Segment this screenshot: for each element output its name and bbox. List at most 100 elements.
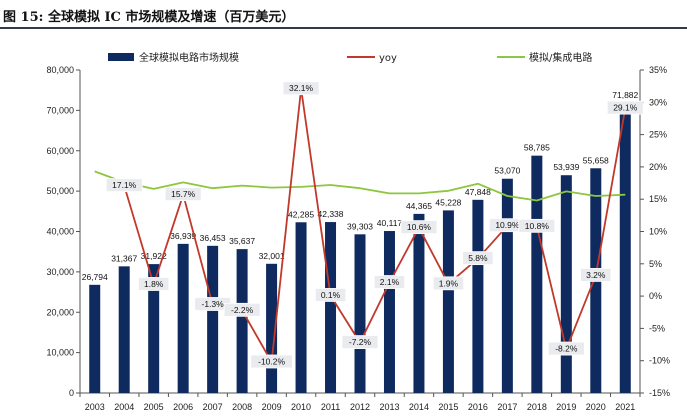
y-right-tick-label: -15% (649, 388, 670, 398)
bar-value-label: 31,922 (141, 251, 167, 261)
x-tick-label: 2010 (291, 402, 311, 412)
yoy-label-box (223, 302, 261, 317)
y-right-tick-label: 15% (649, 194, 667, 204)
yoy-label-box (138, 277, 170, 291)
bar-value-label: 55,658 (583, 155, 609, 165)
bar (560, 175, 572, 393)
bar-value-label: 42,285 (288, 209, 314, 219)
bar-value-label: 45,228 (435, 197, 461, 207)
yoy-value-label: -2.2% (231, 305, 254, 315)
y-right-tick-label: 20% (649, 162, 667, 172)
yoy-value-label: 17.1% (112, 180, 137, 190)
yoy-value-label: -1.3% (202, 299, 225, 309)
legend-yoy-label: yoy (379, 53, 397, 64)
y-left-tick-label: 80,000 (46, 65, 74, 75)
x-tick-label: 2008 (232, 402, 252, 412)
yoy-label-box (580, 268, 612, 282)
line-series (94, 87, 627, 363)
bar (266, 263, 278, 393)
bar (295, 222, 307, 393)
bar-value-label: 40,117 (377, 218, 403, 228)
yoy-value-label: -10.2% (258, 356, 285, 366)
y-left-tick-label: 60,000 (46, 146, 74, 156)
bar (118, 266, 130, 393)
x-tick-label: 2004 (114, 402, 134, 412)
bar (236, 249, 248, 393)
yoy-value-label: 2.1% (380, 277, 400, 287)
yoy-value-label: 1.8% (144, 279, 164, 289)
bar (442, 210, 454, 393)
bar-value-label: 36,939 (170, 231, 196, 241)
bar (207, 245, 219, 393)
ratio-line (94, 170, 626, 202)
yoy-value-label: 10.9% (495, 220, 520, 230)
y-left-tick-label: 20,000 (46, 307, 74, 317)
bar (472, 199, 484, 393)
legend-ratio-label: 模拟/集成电路 (529, 51, 592, 64)
y-right-tick-label: 5% (649, 259, 662, 269)
x-tick-label: 2013 (379, 402, 399, 412)
bar-value-label: 35,637 (229, 236, 255, 246)
bar-value-label: 31,367 (111, 253, 137, 263)
yoy-label-box (518, 218, 556, 233)
bar (177, 243, 189, 393)
bar-value-label: 47,848 (465, 187, 491, 197)
x-tick-label: 2003 (85, 402, 105, 412)
yoy-label-box (282, 81, 320, 96)
chart-legend: 全球模拟电路市场规模 yoy 模拟/集成电路 (108, 51, 592, 64)
x-tick-label: 2017 (497, 402, 517, 412)
y-right-tick-label: -10% (649, 356, 670, 366)
x-tick-label: 2011 (321, 402, 340, 412)
x-tick-label: 2015 (438, 402, 458, 412)
y-left-tick-label: 40,000 (46, 227, 74, 237)
y-right-tick-label: 30% (649, 97, 667, 107)
yoy-value-label: -8.2% (555, 344, 578, 354)
y-right-tick-label: -5% (649, 323, 665, 333)
bar (148, 264, 160, 393)
yoy-label-box (462, 251, 494, 266)
bar-value-label: 53,070 (494, 166, 520, 176)
yoy-value-label: 32.1% (289, 83, 314, 93)
legend-bar-label: 全球模拟电路市场规模 (139, 51, 239, 64)
figure-title: 图 15: 全球模拟 IC 市场规模及增速（百万美元） (3, 10, 295, 25)
y-left-tick-label: 50,000 (46, 186, 74, 196)
yoy-value-label: 1.9% (439, 278, 459, 288)
yoy-value-label: 5.8% (468, 253, 488, 263)
bar-value-label: 26,794 (82, 272, 108, 282)
y-left-tick-label: 10,000 (46, 348, 74, 358)
y-right-tick-label: 0% (649, 291, 662, 301)
yoy-label-box (105, 178, 143, 193)
legend-bar-swatch (108, 53, 134, 61)
bar (325, 222, 337, 393)
bar-value-label: 42,338 (318, 209, 344, 219)
yoy-label-box (606, 100, 644, 115)
bar-value-label: 36,453 (200, 233, 226, 243)
bar (89, 284, 101, 393)
yoy-value-label: 3.2% (586, 270, 606, 280)
bar-value-label: 32,001 (259, 251, 285, 261)
yoy-label-box (164, 187, 202, 202)
yoy-line (123, 87, 627, 363)
yoy-value-label: 10.6% (407, 222, 432, 232)
x-tick-label: 2006 (173, 402, 193, 412)
x-tick-label: 2018 (527, 402, 547, 412)
yoy-value-label: 29.1% (613, 103, 638, 113)
y-left-tick-label: 70,000 (46, 105, 74, 115)
title-rule (0, 27, 687, 29)
y-right-tick-label: 25% (649, 130, 667, 140)
yoy-label-box (547, 341, 585, 356)
x-tick-label: 2009 (262, 402, 282, 412)
x-tick-label: 2019 (556, 402, 576, 412)
x-tick-label: 2020 (586, 402, 606, 412)
bar-value-label: 39,303 (347, 221, 373, 231)
yoy-value-label: 10.8% (525, 221, 550, 231)
bar (619, 102, 631, 393)
bar (531, 155, 543, 393)
yoy-label-box (250, 354, 293, 369)
bar (354, 234, 366, 393)
bar (383, 231, 395, 393)
x-tick-label: 2005 (144, 402, 164, 412)
yoy-label-box (432, 276, 465, 291)
